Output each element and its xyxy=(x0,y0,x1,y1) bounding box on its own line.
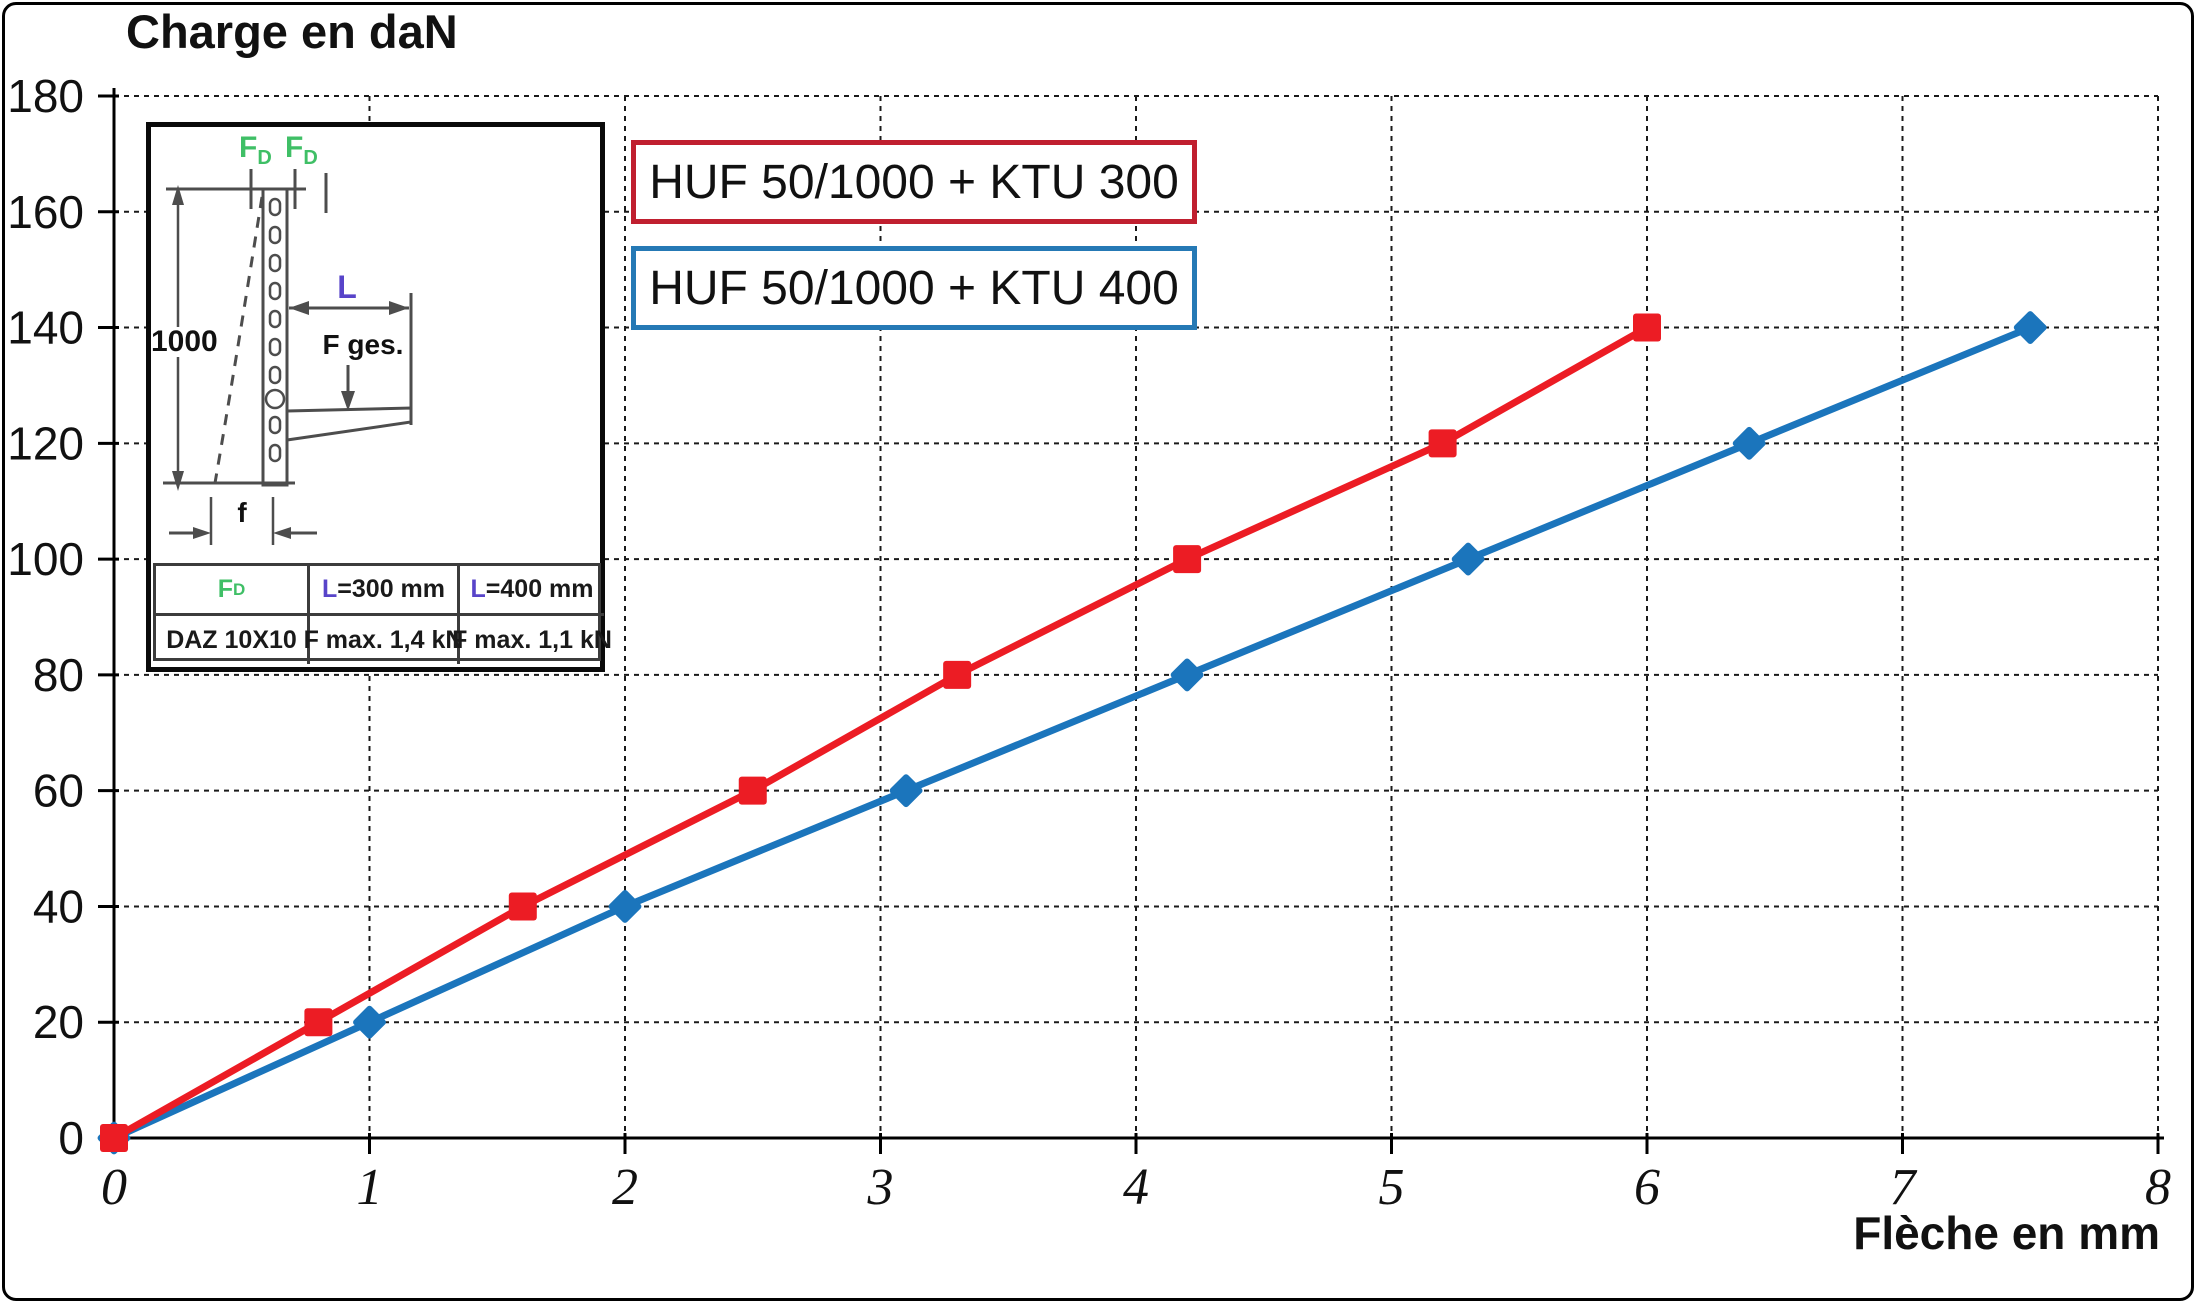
total-force-label: F ges. xyxy=(322,329,404,360)
x-tick-label: 4 xyxy=(1123,1159,1149,1216)
arrow-right-icon xyxy=(389,301,409,315)
legend-item-ktu400: HUF 50/1000 + KTU 400 xyxy=(631,246,1197,330)
x-tick-label: 2 xyxy=(612,1159,638,1216)
spec-cell-fmax400: F max. 1,1 kN xyxy=(452,625,612,654)
height-dim-label: 1000 xyxy=(151,325,218,358)
diamond-marker xyxy=(2013,311,2047,344)
y-tick-label: 140 xyxy=(7,302,84,354)
y-tick-label: 100 xyxy=(7,533,84,585)
y-tick-label: 0 xyxy=(58,1112,84,1164)
cantilever-arm xyxy=(285,406,413,442)
square-marker xyxy=(943,660,972,689)
x-tick-label: 7 xyxy=(1890,1159,1918,1216)
upright-post xyxy=(261,187,289,487)
series-line xyxy=(110,324,2034,1142)
x-tick-label: 0 xyxy=(101,1159,127,1216)
square-marker xyxy=(1633,313,1661,342)
diamond-marker xyxy=(608,890,642,923)
square-marker xyxy=(1428,429,1457,458)
fd-load-label: FD xyxy=(285,131,318,169)
square-marker xyxy=(738,776,767,805)
diamond-marker xyxy=(1451,542,1485,576)
y-tick-label: 80 xyxy=(33,649,84,701)
square-marker xyxy=(100,1124,128,1152)
x-tick-label: 1 xyxy=(357,1159,383,1216)
arrow-down-icon xyxy=(172,471,184,491)
legend-item-ktu300: HUF 50/1000 + KTU 300 xyxy=(631,140,1197,224)
y-tick-label: 60 xyxy=(33,765,84,817)
arrow-left-icon xyxy=(273,527,291,539)
x-tick-label: 3 xyxy=(867,1159,894,1216)
legend-label-ktu300: HUF 50/1000 + KTU 300 xyxy=(649,155,1179,209)
upright-bracket-sketch xyxy=(163,169,413,545)
spec-header-l300: L =300 mm xyxy=(310,566,460,616)
square-marker xyxy=(508,892,537,921)
arrow-left-icon xyxy=(289,301,309,315)
deflected-post-dashed xyxy=(213,196,264,484)
y-tick-label: 40 xyxy=(33,880,84,932)
arrow-down-icon xyxy=(341,391,355,411)
post-slots xyxy=(264,197,286,463)
spec-cell-profile: DAZ 10X10 xyxy=(156,616,310,664)
diamond-marker xyxy=(889,774,923,808)
y-tick-label: 160 xyxy=(7,186,84,238)
y-tick-label: 120 xyxy=(7,417,84,469)
diamond-marker xyxy=(353,1005,386,1039)
spec-cell-fmax300: F max. 1,4 kN xyxy=(304,616,463,664)
diamond-marker xyxy=(1732,426,1766,460)
diamond-marker xyxy=(1170,658,1204,692)
deflection-dim-label: f xyxy=(237,497,247,528)
series-line xyxy=(110,324,1651,1142)
square-marker xyxy=(304,1008,333,1037)
x-axis-title: Flèche en mm xyxy=(1853,1207,2160,1259)
x-tick-label: 6 xyxy=(1634,1159,1660,1216)
y-tick-label: 20 xyxy=(33,996,84,1048)
square-marker xyxy=(1173,545,1202,574)
y-tick-label: 180 xyxy=(7,70,84,122)
series-ktu300 xyxy=(100,313,1661,1152)
x-tick-label: 5 xyxy=(1379,1159,1405,1216)
fd-load-label: FD xyxy=(239,131,272,169)
x-tick-label: 8 xyxy=(2145,1159,2171,1216)
legend-label-ktu400: HUF 50/1000 + KTU 400 xyxy=(649,261,1179,315)
chart-title: Charge en daN xyxy=(126,5,458,58)
spec-header-l400: L =400 mm xyxy=(460,566,604,616)
mount-hole xyxy=(264,388,286,410)
arrow-up-icon xyxy=(172,185,184,205)
length-dim-label: L xyxy=(337,269,357,305)
arrow-right-icon xyxy=(193,527,211,539)
